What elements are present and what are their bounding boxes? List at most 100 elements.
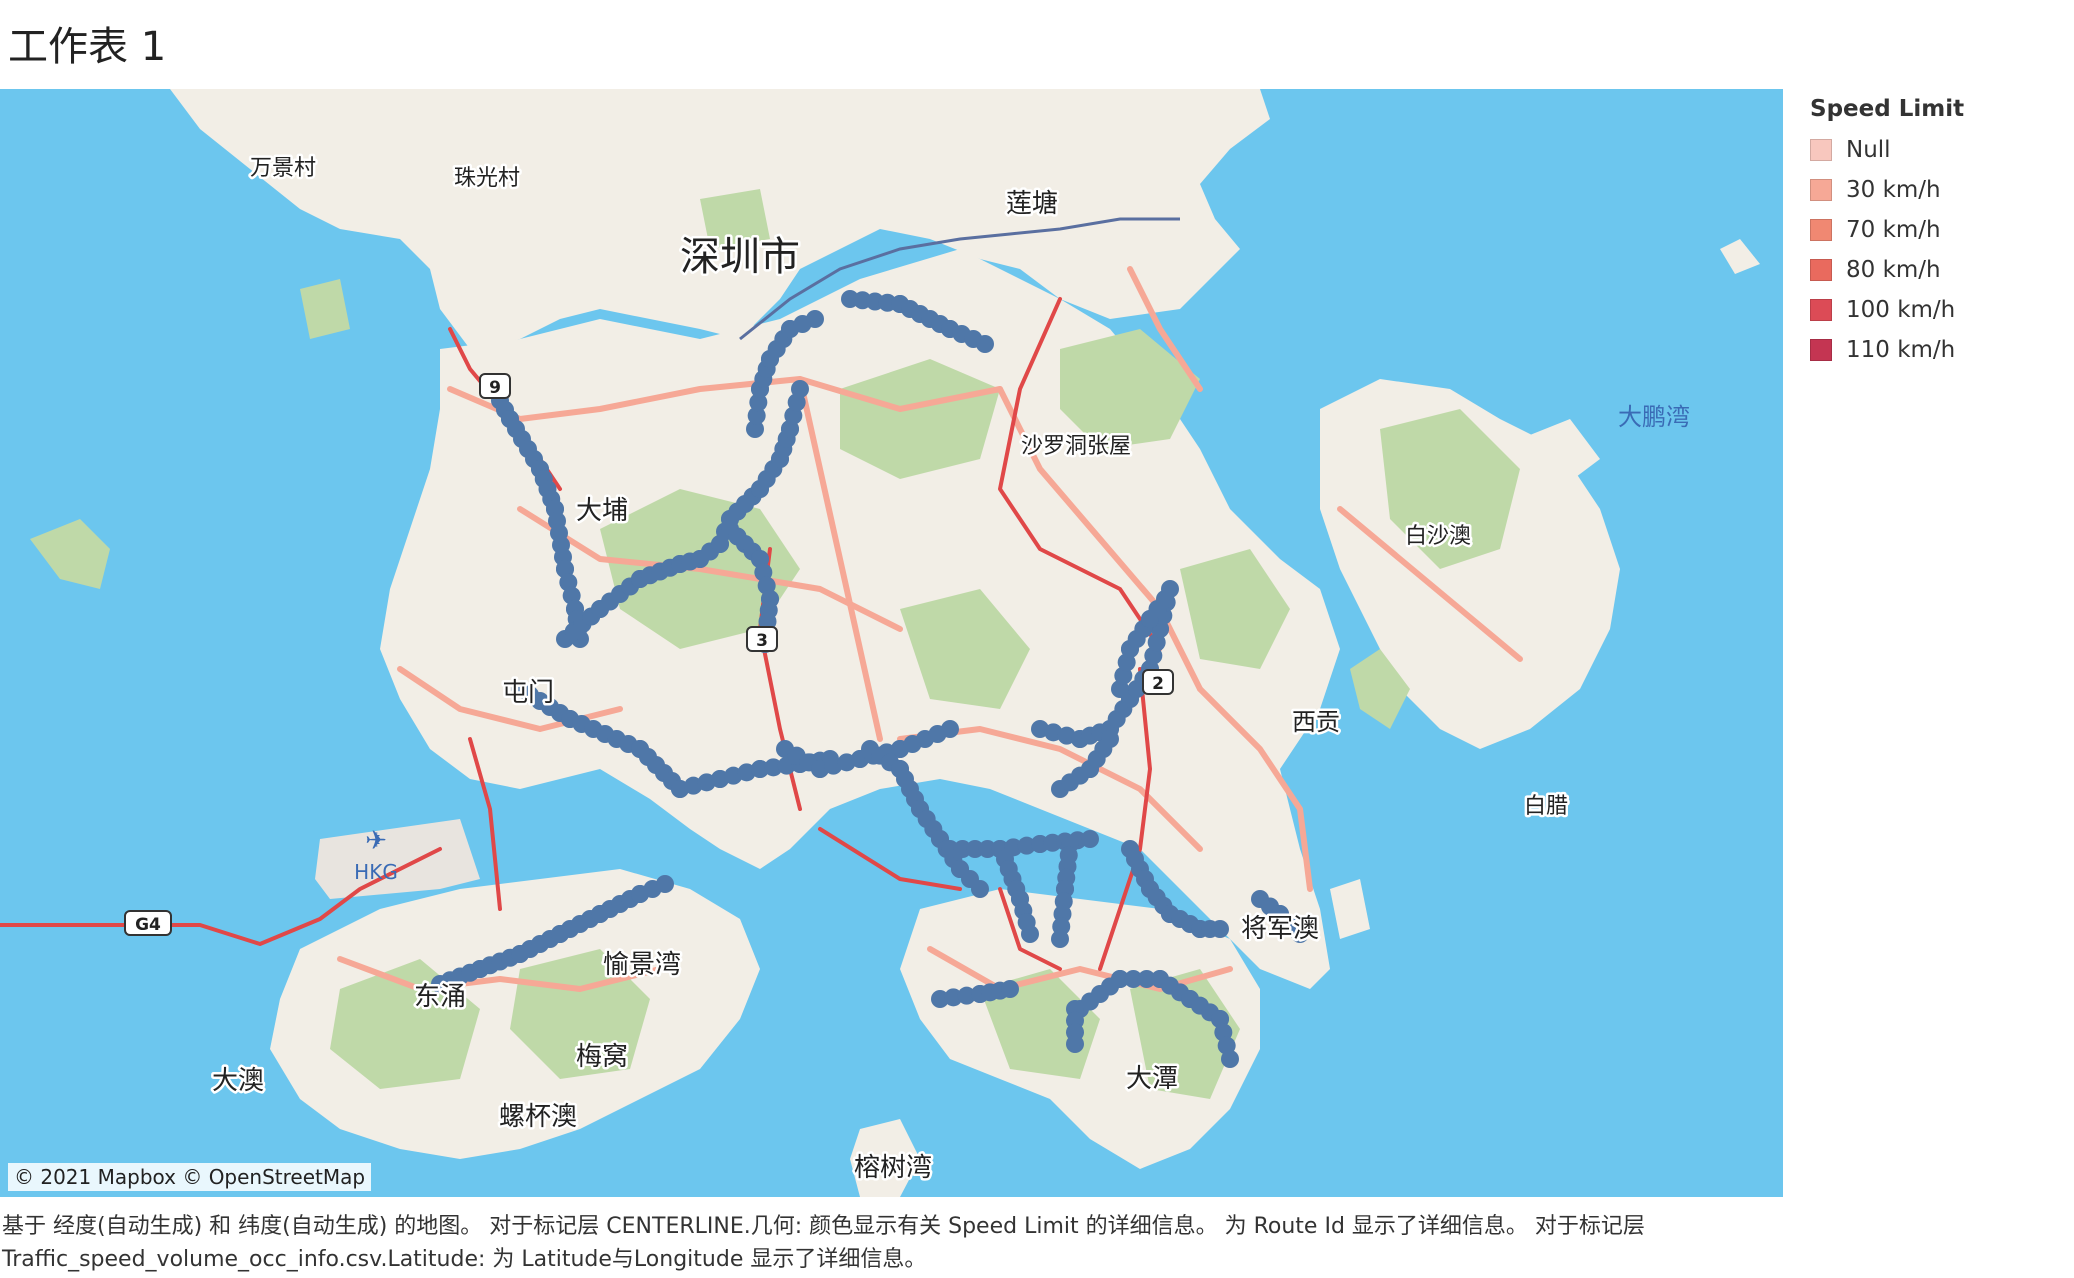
highway <box>998 297 1162 651</box>
route-point[interactable] <box>978 840 997 858</box>
route-point[interactable] <box>1124 970 1143 988</box>
legend-item[interactable]: 100 km/h <box>1810 290 2060 330</box>
route-point[interactable] <box>764 758 783 777</box>
route-point[interactable] <box>966 840 984 858</box>
route-point[interactable] <box>749 393 768 412</box>
route-point[interactable] <box>1101 730 1119 748</box>
svg-text:3: 3 <box>756 631 768 651</box>
legend: Speed Limit Null 30 km/h 70 km/h 80 km/h 100… <box>1810 96 2060 370</box>
green-area <box>1180 549 1290 669</box>
road <box>927 946 1233 992</box>
legend-title: Speed Limit <box>1810 96 1965 122</box>
place-label-zhuguang: 珠光村 <box>454 166 520 191</box>
route-point[interactable] <box>1221 1050 1239 1068</box>
route-point[interactable] <box>791 380 809 398</box>
route-point[interactable] <box>976 335 994 353</box>
road-shield: 3 <box>746 626 778 652</box>
legend-swatch <box>1810 259 1832 281</box>
route-point[interactable] <box>1291 925 1309 943</box>
route-point[interactable] <box>746 420 764 438</box>
land-island-5 <box>1330 879 1370 939</box>
route-point[interactable] <box>1211 920 1229 938</box>
route-point[interactable] <box>941 840 959 858</box>
svg-text:9: 9 <box>489 378 501 398</box>
place-label-dapeng: 大鹏湾 <box>1618 403 1690 431</box>
green-area <box>1060 329 1200 449</box>
legend-label: 30 km/h <box>1846 177 1941 203</box>
legend-item[interactable]: Null <box>1810 130 2060 170</box>
land-island-4 <box>1720 239 1760 274</box>
airport-marker: ✈ HKG <box>354 826 398 884</box>
svg-text:2: 2 <box>1152 674 1164 694</box>
route-point[interactable] <box>957 986 976 1005</box>
route-point[interactable] <box>747 406 766 425</box>
road <box>1127 266 1203 392</box>
airplane-icon: ✈ <box>365 826 387 856</box>
caption-line-1: 基于 经度(自动生成) 和 纬度(自动生成) 的地图。 对于标记层 CENTER… <box>2 1214 1645 1239</box>
land-airport <box>315 819 480 899</box>
place-label-yujing: 愉景湾 <box>603 950 681 980</box>
road <box>997 386 1203 692</box>
route-point[interactable] <box>1081 830 1099 848</box>
legend-item[interactable]: 80 km/h <box>1810 250 2060 290</box>
caption-line-2: Traffic_speed_volume_occ_info.csv.Latitu… <box>2 1247 927 1272</box>
map-attribution[interactable]: © 2021 Mapbox © OpenStreetMap <box>8 1163 372 1191</box>
sheet-title: 工作表 1 <box>8 24 167 70</box>
place-label-tunmen: 屯门 <box>502 678 554 708</box>
place-label-dongyong: 东涌 <box>414 982 466 1012</box>
route-point[interactable] <box>1021 925 1039 943</box>
land-lamma <box>850 1119 920 1197</box>
route-point[interactable] <box>944 988 963 1007</box>
route-point[interactable] <box>971 880 989 898</box>
road <box>447 376 1003 422</box>
route-point[interactable] <box>941 720 959 738</box>
place-label-luobei: 螺杯澳 <box>499 1102 577 1132</box>
route-point[interactable] <box>1066 1035 1084 1053</box>
highway <box>818 827 962 891</box>
place-label-baila: 白腊 <box>1524 794 1568 819</box>
legend-label: 70 km/h <box>1846 217 1941 243</box>
route-point[interactable] <box>1137 970 1156 988</box>
land-island-2 <box>1470 599 1520 659</box>
map-view[interactable]: 3 9 2 G4 ✈ HKG 深圳市 莲塘 沙罗洞张屋 大鹏湾 白沙澳 西贡 白腊 愉景湾 梅窝 螺杯澳… <box>0 89 1783 1197</box>
highway <box>998 887 1062 971</box>
place-label-shenzhen: 深圳市 <box>680 234 800 280</box>
place-label-baisha: 白沙澳 <box>1405 524 1471 549</box>
road-shields: 3 9 2 G4 <box>124 373 1174 936</box>
legend-label: Null <box>1846 137 1891 163</box>
place-label-dabu: 大埔 <box>576 496 628 526</box>
route-point[interactable] <box>931 990 949 1008</box>
green-area <box>840 359 1000 479</box>
highway-layer <box>0 297 1162 971</box>
place-label-liantang: 莲塘 <box>1006 189 1058 219</box>
road-shield: 9 <box>479 373 511 399</box>
road <box>337 956 663 992</box>
place-label-datan: 大潭 <box>1126 1064 1178 1094</box>
legend-swatch <box>1810 219 1832 241</box>
road <box>1337 506 1523 662</box>
route-point[interactable] <box>806 310 824 328</box>
land-island-west <box>30 519 110 589</box>
route-point[interactable] <box>656 875 674 893</box>
legend-item[interactable]: 110 km/h <box>1810 330 2060 370</box>
route-point[interactable] <box>1111 970 1129 988</box>
route-point[interactable] <box>953 840 972 858</box>
route-point[interactable] <box>1001 980 1019 998</box>
road <box>797 376 883 742</box>
route-point[interactable] <box>1017 836 1036 855</box>
legend-items: Null 30 km/h 70 km/h 80 km/h 100 km/h 110 km/… <box>1810 130 2060 370</box>
legend-swatch <box>1810 139 1832 161</box>
legend-item[interactable]: 70 km/h <box>1810 210 2060 250</box>
legend-item[interactable]: 30 km/h <box>1810 170 2060 210</box>
road <box>1197 686 1313 892</box>
airport-code: HKG <box>354 860 398 884</box>
highway <box>468 737 502 911</box>
green-area <box>300 279 350 339</box>
map-caption: 基于 经度(自动生成) 和 纬度(自动生成) 的地图。 对于标记层 CENTER… <box>2 1210 2062 1276</box>
route-point[interactable] <box>1156 590 1174 608</box>
route-point[interactable] <box>751 760 769 778</box>
place-label-jiangjun: 将军澳 <box>1241 914 1319 944</box>
land-island-1 <box>1350 649 1410 729</box>
route-point[interactable] <box>1051 930 1069 948</box>
